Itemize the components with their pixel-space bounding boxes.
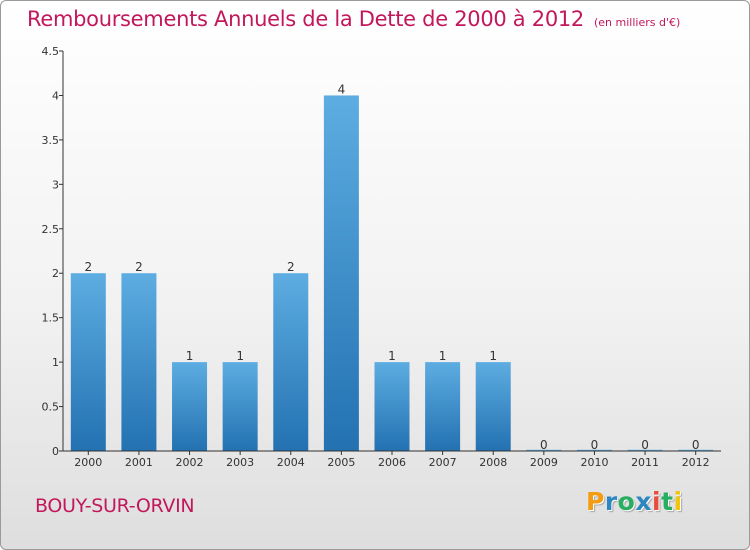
x-tick-label-2002: 2002 xyxy=(176,456,204,469)
y-tick-label-1.5: 1.5 xyxy=(42,312,60,325)
x-tick-label-2010: 2010 xyxy=(580,456,608,469)
y-tick-label-0.5: 0.5 xyxy=(42,401,60,414)
bar-2000 xyxy=(70,273,106,451)
x-tick-label-2012: 2012 xyxy=(682,456,710,469)
bar-2004 xyxy=(273,273,309,451)
x-tick-label-2008: 2008 xyxy=(479,456,507,469)
logo-letter: x xyxy=(635,487,652,516)
proxiti-logo: Proxiti xyxy=(586,487,683,516)
bar-2008 xyxy=(475,362,511,451)
data-label-2006: 1 xyxy=(388,349,396,363)
x-tick-label-2005: 2005 xyxy=(327,456,355,469)
data-label-2008: 1 xyxy=(489,349,497,363)
chart-title-row: Remboursements Annuels de la Dette de 20… xyxy=(27,7,680,31)
place-name: BOUY-SUR-ORVIN xyxy=(35,495,195,517)
chart-unit: (en milliers d'€) xyxy=(594,16,681,29)
logo-letter: i xyxy=(652,487,662,516)
logo-letter: o xyxy=(617,487,636,516)
bar-2006 xyxy=(374,362,410,451)
y-tick-label-2: 2 xyxy=(52,267,59,280)
bar-2001 xyxy=(121,273,157,451)
bar-2003 xyxy=(222,362,258,451)
data-label-2011: 0 xyxy=(641,438,649,452)
data-label-2009: 0 xyxy=(540,438,548,452)
x-tick-label-2001: 2001 xyxy=(125,456,153,469)
logo-letter: i xyxy=(673,487,683,516)
data-label-2002: 1 xyxy=(186,349,194,363)
data-label-2012: 0 xyxy=(692,438,700,452)
x-tick-label-2009: 2009 xyxy=(530,456,558,469)
data-label-2000: 2 xyxy=(84,260,92,274)
chart-title: Remboursements Annuels de la Dette de 20… xyxy=(27,7,584,31)
data-label-2001: 2 xyxy=(135,260,143,274)
x-tick-label-2007: 2007 xyxy=(429,456,457,469)
y-tick-label-3: 3 xyxy=(52,178,59,191)
data-label-2010: 0 xyxy=(591,438,599,452)
data-label-2007: 1 xyxy=(439,349,447,363)
x-tick-label-2003: 2003 xyxy=(226,456,254,469)
y-tick-label-4: 4 xyxy=(52,89,59,102)
x-tick-label-2006: 2006 xyxy=(378,456,406,469)
bar-2002 xyxy=(172,362,208,451)
logo-letter: r xyxy=(604,487,618,516)
y-tick-label-1: 1 xyxy=(52,356,59,369)
x-tick-label-2004: 2004 xyxy=(277,456,305,469)
bar-2007 xyxy=(425,362,461,451)
logo-letter: t xyxy=(661,487,674,516)
y-tick-label-3.5: 3.5 xyxy=(42,134,60,147)
data-label-2004: 2 xyxy=(287,260,295,274)
y-tick-label-0: 0 xyxy=(52,445,59,458)
y-tick-label-4.5: 4.5 xyxy=(42,45,60,58)
y-tick-label-2.5: 2.5 xyxy=(42,223,60,236)
data-label-2003: 1 xyxy=(236,349,244,363)
bar-2005 xyxy=(323,95,359,451)
logo-letter: P xyxy=(586,487,605,516)
x-tick-label-2011: 2011 xyxy=(631,456,659,469)
data-label-2005: 4 xyxy=(338,82,346,96)
x-tick-label-2000: 2000 xyxy=(74,456,102,469)
